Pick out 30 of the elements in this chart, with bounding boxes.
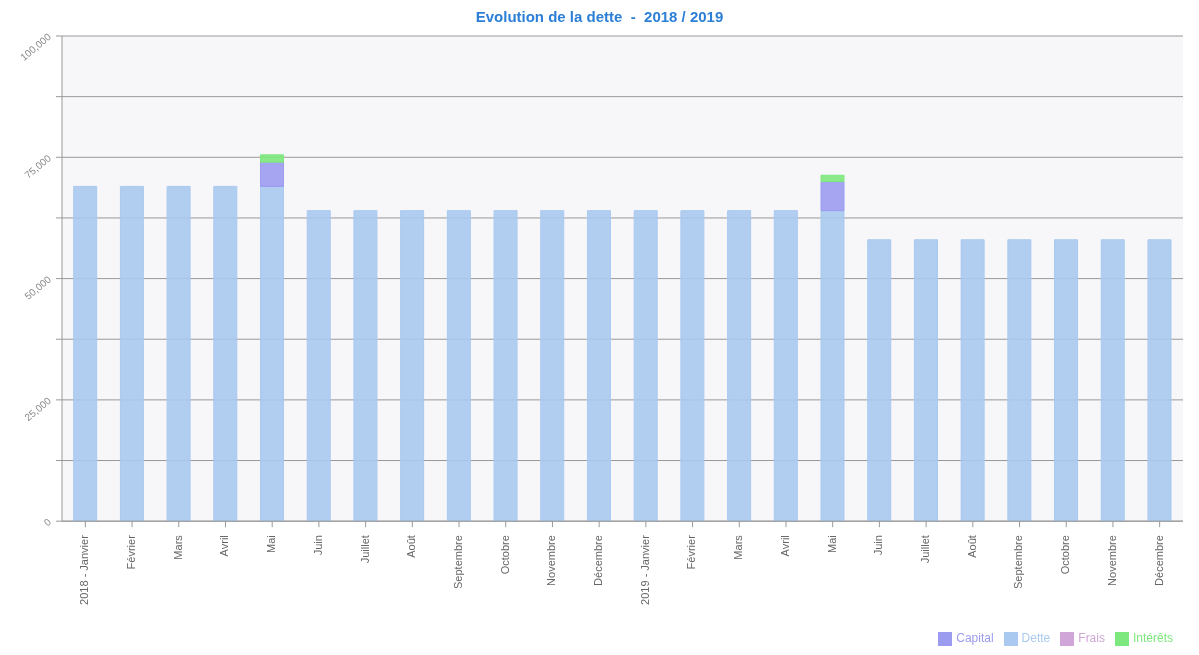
- chart-title: Evolution de la dette - 2018 / 2019: [474, 8, 725, 27]
- x-tick-label: Juin: [872, 535, 885, 556]
- x-tick-label: Mai: [265, 535, 278, 553]
- legend-label: Intérêts: [1132, 631, 1173, 646]
- x-tick-label: Avril: [218, 535, 231, 557]
- x-tick-label: Mars: [732, 534, 745, 560]
- x-tick-label: Juillet: [919, 535, 932, 564]
- x-tick-label: Février: [685, 534, 698, 570]
- x-tick-label: Novembre: [545, 535, 558, 586]
- x-tick-label: Décembre: [592, 535, 605, 586]
- x-tick-label: Mars: [171, 534, 184, 560]
- x-tick-label: Septembre: [451, 535, 464, 589]
- x-tick-label: Septembre: [1012, 535, 1025, 589]
- x-tick-label: Août: [965, 535, 978, 558]
- x-tick-label: Octobre: [498, 535, 511, 575]
- legend-label: Capital: [956, 631, 994, 646]
- x-tick-label: Avril: [778, 535, 791, 557]
- x-tick-label: Octobre: [1059, 535, 1072, 575]
- x-tick-label: Juin: [311, 535, 324, 556]
- y-tick-label: 0: [41, 516, 54, 529]
- x-tick-label: 2019 - Janvier: [638, 534, 651, 605]
- x-tick-label: Juillet: [358, 535, 371, 564]
- x-tick-label: Août: [405, 535, 418, 558]
- x-tick-label: Mai: [825, 535, 838, 553]
- x-tick-label: 2018 - Janvier: [78, 534, 91, 605]
- x-tick-label: Novembre: [1105, 535, 1118, 586]
- legend-label: Dette: [1021, 631, 1051, 646]
- legend-label: Frais: [1078, 631, 1105, 646]
- x-tick-label: Décembre: [1152, 535, 1165, 586]
- x-tick-label: Février: [124, 534, 137, 570]
